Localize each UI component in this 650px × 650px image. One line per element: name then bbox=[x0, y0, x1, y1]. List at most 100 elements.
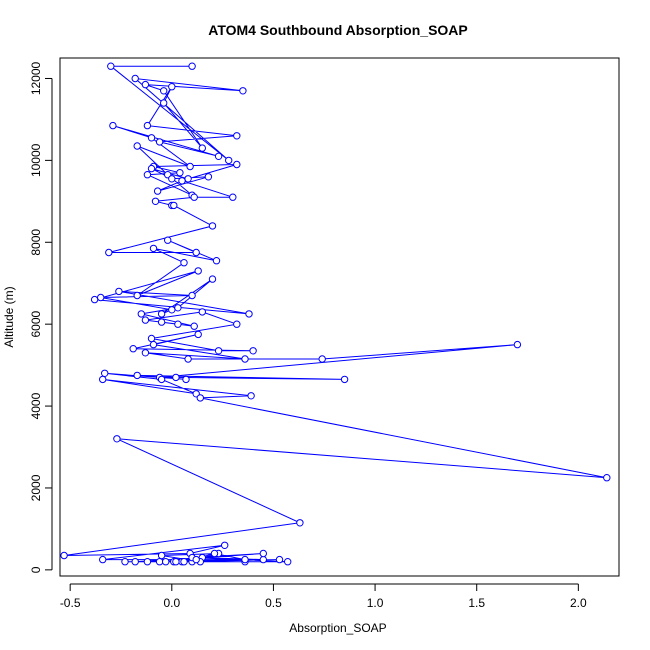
data-point bbox=[194, 330, 202, 339]
data-point bbox=[194, 267, 202, 275]
x-axis-label: Absorption_SOAP bbox=[289, 621, 386, 635]
data-point bbox=[174, 304, 182, 312]
data-point bbox=[160, 99, 168, 107]
plot-frame bbox=[59, 57, 620, 577]
data-point bbox=[133, 142, 141, 150]
data-point bbox=[192, 248, 200, 257]
data-point bbox=[184, 175, 192, 183]
data-point bbox=[245, 310, 253, 318]
data-point bbox=[249, 347, 257, 355]
data-point bbox=[157, 318, 166, 326]
x-tick-label: 0.0 bbox=[163, 596, 180, 610]
data-point bbox=[198, 308, 207, 316]
data-point bbox=[275, 555, 284, 564]
data-point bbox=[147, 334, 156, 343]
y-tick-label: 0 bbox=[29, 566, 43, 573]
data-point bbox=[143, 121, 152, 130]
y-tick-label: 10000 bbox=[29, 143, 43, 177]
data-point bbox=[259, 549, 267, 558]
data-point bbox=[131, 74, 139, 83]
data-point bbox=[180, 259, 188, 267]
data-point bbox=[133, 291, 141, 300]
y-tick-label: 6000 bbox=[29, 310, 43, 337]
data-point bbox=[190, 322, 198, 330]
x-tick-label: 1.0 bbox=[367, 596, 384, 610]
data-point bbox=[318, 355, 326, 363]
data-point bbox=[603, 474, 611, 482]
data-point bbox=[141, 80, 150, 89]
data-point bbox=[186, 162, 194, 171]
data-point bbox=[164, 236, 172, 244]
data-point bbox=[241, 355, 249, 363]
data-point bbox=[149, 340, 158, 349]
series-line bbox=[64, 65, 607, 563]
data-point bbox=[210, 549, 219, 558]
data-point bbox=[90, 295, 99, 304]
data-point bbox=[170, 201, 178, 210]
data-point bbox=[151, 197, 160, 206]
data-point bbox=[229, 193, 237, 201]
data-point bbox=[168, 83, 176, 91]
data-point bbox=[121, 558, 129, 566]
data-point bbox=[157, 375, 166, 384]
data-point bbox=[233, 320, 241, 328]
y-axis-label: Altitude (m) bbox=[2, 286, 16, 347]
data-point bbox=[239, 87, 247, 95]
data-point bbox=[143, 171, 152, 179]
data-point bbox=[198, 144, 207, 152]
y-axis: 0 2000 4000 6000 8000 10000 12000 bbox=[29, 61, 53, 573]
chart-title: ATOM4 Southbound Absorption_SOAP bbox=[208, 22, 468, 38]
data-point bbox=[162, 558, 170, 566]
series-layer bbox=[60, 62, 611, 566]
data-point bbox=[241, 555, 249, 564]
data-point bbox=[340, 375, 349, 384]
data-point bbox=[296, 519, 304, 527]
data-point bbox=[109, 121, 117, 130]
x-tick-label: -0.5 bbox=[60, 596, 81, 610]
data-point bbox=[204, 173, 213, 181]
data-point bbox=[141, 349, 150, 357]
data-point bbox=[208, 222, 217, 230]
data-point bbox=[147, 134, 156, 142]
x-tick-label: 0.5 bbox=[265, 596, 282, 610]
data-point bbox=[99, 555, 107, 564]
y-tick-label: 4000 bbox=[29, 392, 43, 419]
data-point bbox=[190, 193, 198, 201]
data-point bbox=[99, 375, 107, 384]
data-point bbox=[284, 558, 292, 566]
x-axis: -0.5 0.0 0.5 1.0 1.5 2.0 bbox=[60, 583, 587, 610]
data-point bbox=[107, 62, 115, 70]
data-point bbox=[196, 394, 205, 402]
data-point bbox=[208, 275, 217, 283]
data-point bbox=[221, 541, 229, 549]
data-point bbox=[214, 152, 223, 161]
data-point bbox=[155, 558, 164, 566]
data-point bbox=[60, 551, 68, 560]
x-tick-label: 2.0 bbox=[570, 596, 587, 610]
data-point bbox=[178, 177, 186, 185]
data-point bbox=[147, 164, 156, 173]
data-point bbox=[176, 169, 184, 177]
data-point bbox=[247, 392, 255, 400]
data-point bbox=[149, 244, 158, 253]
data-point bbox=[160, 87, 168, 95]
data-point bbox=[141, 316, 150, 324]
data-point bbox=[184, 355, 192, 363]
data-point bbox=[155, 138, 164, 146]
data-point bbox=[143, 558, 152, 566]
data-point bbox=[259, 555, 267, 564]
data-point bbox=[233, 160, 241, 169]
data-point bbox=[225, 156, 233, 165]
y-tick-label: 2000 bbox=[29, 474, 43, 501]
data-point bbox=[113, 435, 121, 443]
data-point bbox=[180, 558, 188, 566]
data-point bbox=[188, 62, 196, 70]
x-tick-label: 1.5 bbox=[468, 596, 485, 610]
data-point bbox=[168, 175, 176, 183]
data-point bbox=[129, 345, 137, 353]
y-tick-label: 8000 bbox=[29, 229, 43, 256]
data-point bbox=[182, 375, 190, 384]
data-point bbox=[174, 320, 182, 328]
data-point bbox=[212, 257, 221, 265]
